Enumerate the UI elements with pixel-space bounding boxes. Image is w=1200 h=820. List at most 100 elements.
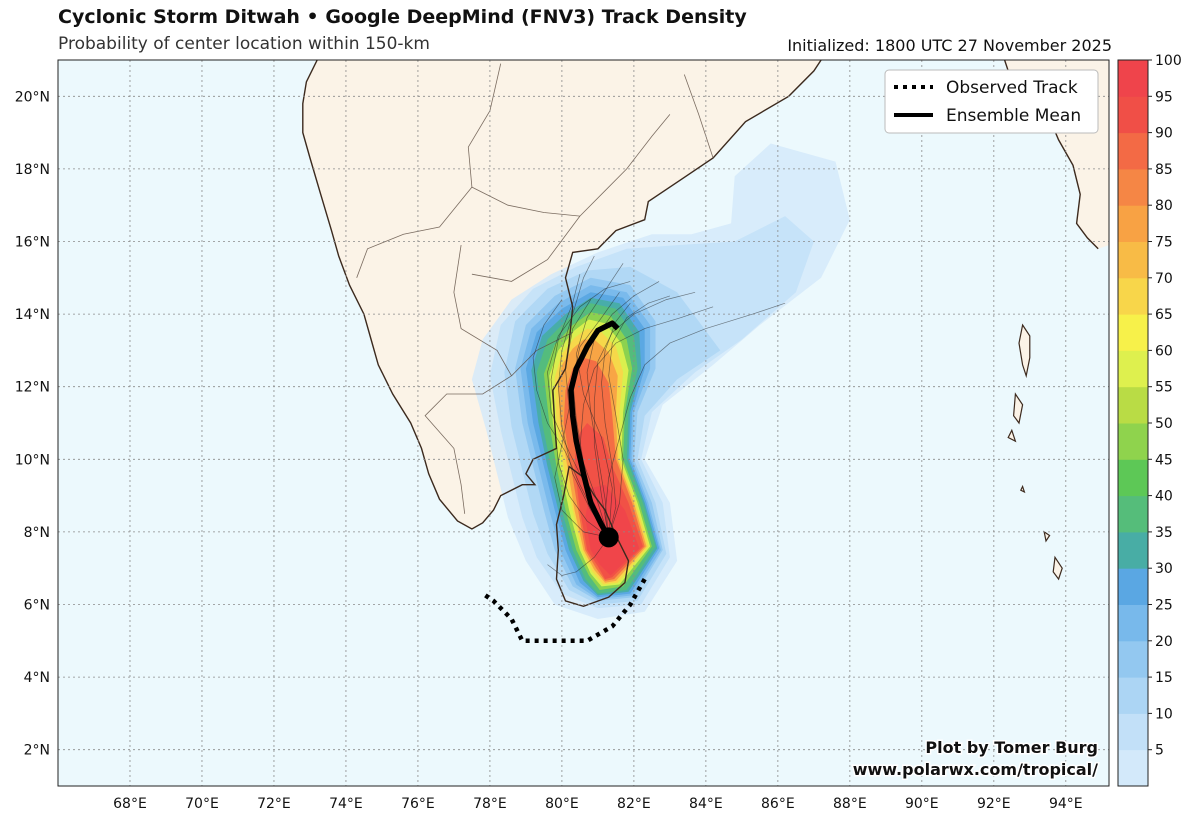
colorbar-tick-label: 75 (1155, 235, 1173, 251)
state-border-5 (683, 74, 714, 159)
gridlines (58, 60, 1109, 786)
lon-tick-label: 80°E (545, 796, 579, 812)
lon-tick-label: 88°E (833, 796, 867, 812)
lat-tick-label: 18°N (15, 162, 50, 178)
colorbar-segment (1118, 677, 1148, 714)
colorbar: 5 10 15 20 25 30 35 40 45 50 55 60 65 70 75 80 85 90 95 100 (1117, 53, 1182, 787)
colorbar-segment (1118, 495, 1148, 533)
lon-tick-label: 78°E (473, 796, 507, 812)
colorbar-tick-label: 50 (1155, 416, 1173, 432)
colorbar-segment (1118, 132, 1148, 170)
state-border-3 (511, 331, 573, 377)
lat-tick-label: 16°N (15, 235, 50, 251)
ensemble-member-track-5 (593, 291, 696, 538)
island-0 (1018, 323, 1031, 379)
colorbar-segment (1118, 350, 1148, 388)
ensemble-mean-track (568, 320, 620, 539)
colorbar-tick-label: 60 (1155, 343, 1173, 359)
lat-tick-label: 4°N (24, 670, 50, 686)
colorbar-segment (1118, 168, 1148, 206)
lon-tick-label: 86°E (761, 796, 795, 812)
colorbar-tick-label: 15 (1155, 670, 1173, 686)
colorbar-segment (1118, 205, 1148, 242)
ensemble-member-track-1 (586, 281, 660, 538)
colorbar-tick-label: 35 (1155, 525, 1173, 541)
island-1 (1012, 392, 1024, 425)
lon-tick-label: 92°E (977, 796, 1011, 812)
lat-tick-label: 20°N (15, 89, 50, 105)
island-4 (1043, 530, 1051, 543)
state-border-2 (424, 245, 513, 514)
lon-tick-label: 72°E (257, 796, 291, 812)
colorbar-segment (1118, 60, 1148, 97)
colorbar-tick-label: 55 (1155, 380, 1173, 396)
lat-tick-label: 6°N (24, 598, 50, 614)
coastline-sri-lanka (555, 465, 630, 608)
lat-tick-label: 8°N (24, 525, 50, 541)
storm-center-marker (598, 527, 619, 548)
colorbar-tick-label: 65 (1155, 307, 1173, 323)
colorbar-segment (1118, 604, 1148, 642)
lon-tick-label: 70°E (185, 796, 219, 812)
colorbar-segment (1118, 277, 1148, 315)
coastline-india (302, 60, 822, 530)
ensemble-member-track-7 (608, 295, 671, 538)
colorbar-tick-label: 100 (1155, 53, 1182, 69)
colorbar-segment (1118, 314, 1148, 351)
credit-author: Plot by Tomer Burg (925, 738, 1098, 757)
colorbar-tick-label: 90 (1155, 126, 1173, 142)
lon-tick-label: 84°E (689, 796, 723, 812)
axis-ticks: 68°E 70°E 72°E 74°E 76°E 78°E 80°E 82°E 84°E 86°E… (15, 89, 1083, 812)
lat-tick-label: 10°N (15, 452, 50, 468)
colorbar-tick-label: 95 (1155, 89, 1173, 105)
colorbar-segment (1118, 640, 1148, 678)
lon-tick-label: 94°E (1049, 796, 1083, 812)
lon-tick-label: 82°E (617, 796, 651, 812)
legend-box (884, 69, 1099, 134)
colorbar-tick-label: 45 (1155, 452, 1173, 468)
lat-tick-label: 12°N (15, 380, 50, 396)
lon-tick-label: 76°E (401, 796, 435, 812)
ensemble-member-track-10 (547, 537, 609, 576)
credit-url: www.polarwx.com/tropical/ (853, 760, 1098, 779)
chart-title: Cyclonic Storm Ditwah • Google DeepMind … (58, 6, 747, 28)
island-3 (1052, 555, 1063, 581)
tracks-layer (481, 320, 647, 644)
colorbar-tick-label: 80 (1155, 198, 1173, 214)
legend-mean-label: Ensemble Mean (946, 106, 1081, 126)
ensemble-member-track-0 (572, 292, 620, 538)
colorbar-tick-label: 30 (1155, 561, 1173, 577)
lon-tick-label: 90°E (905, 796, 939, 812)
state-border-1 (471, 114, 671, 217)
colorbar-segment (1118, 531, 1148, 569)
colorbar-tick-label: 20 (1155, 634, 1173, 650)
ensemble-member-track-6 (550, 274, 609, 538)
land-india (58, 60, 1109, 529)
island-2 (1007, 428, 1017, 443)
initialized-time: Initialized: 1800 UTC 27 November 2025 (787, 36, 1112, 55)
colorbar-tick-label: 85 (1155, 162, 1173, 178)
map-frame (57, 59, 1110, 787)
colorbar-segment (1118, 386, 1148, 424)
colorbar-segment (1118, 713, 1148, 751)
colorbar-segment (1118, 749, 1148, 787)
colorbar-segment (1118, 96, 1148, 134)
colorbar-segment (1118, 423, 1148, 460)
colorbar-tick-label: 70 (1155, 271, 1173, 287)
colorbar-tick-label: 10 (1155, 706, 1173, 722)
observed-track (481, 577, 647, 644)
ensemble-member-track-8 (554, 299, 609, 538)
colorbar-segment (1118, 568, 1148, 605)
legend-observed-label: Observed Track (946, 78, 1078, 98)
ensemble-member-track-2 (557, 255, 609, 538)
state-border-4 (471, 215, 581, 282)
lat-tick-label: 14°N (15, 307, 50, 323)
lon-tick-label: 68°E (113, 796, 147, 812)
lon-tick-label: 74°E (329, 796, 363, 812)
colorbar-segment (1118, 241, 1148, 279)
lat-tick-label: 2°N (24, 743, 50, 759)
chart-subtitle: Probability of center location within 15… (58, 34, 430, 54)
legend: Observed Track Ensemble Mean (884, 69, 1099, 134)
colorbar-tick-label: 5 (1155, 743, 1164, 759)
